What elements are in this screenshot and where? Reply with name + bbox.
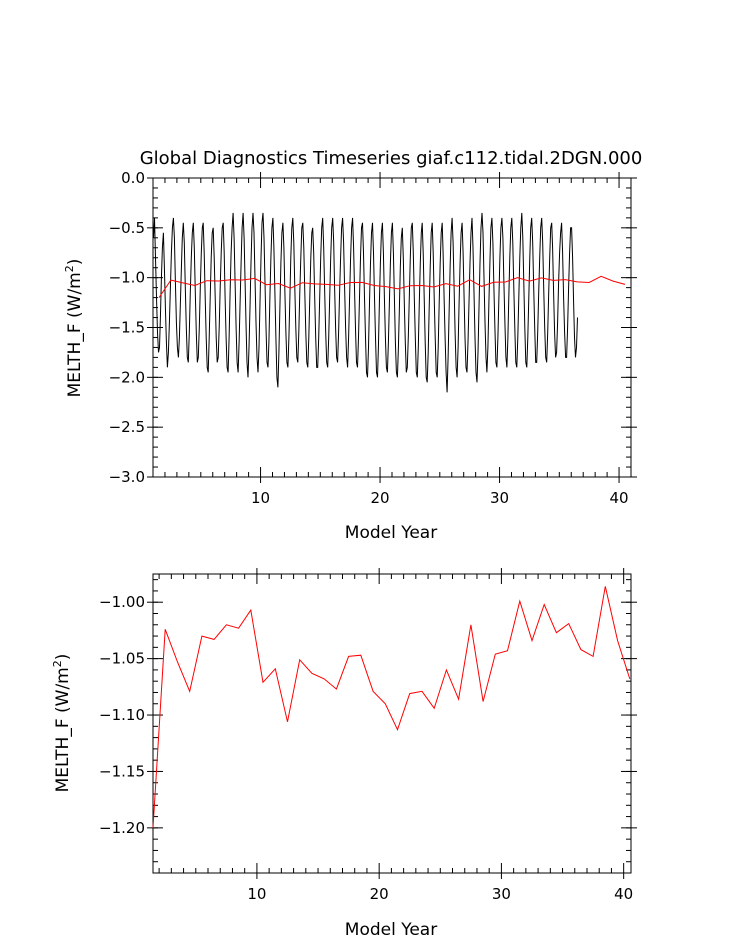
bottom-y-axis-title: MELTH_F (W/m2) xyxy=(51,654,73,793)
bottom-axis-ticks xyxy=(147,568,637,879)
bottom-series xyxy=(152,586,631,828)
bottom-y-tick-labels: −1.00 −1.05 −1.10 −1.15 −1.20 xyxy=(99,593,145,837)
top-x-tick-labels: 10 20 30 40 xyxy=(251,489,629,507)
chart-title: Global Diagnostics Timeseries giaf.c112.… xyxy=(140,148,643,169)
top-axis-ticks xyxy=(147,172,637,483)
bottom-plot-frame xyxy=(152,573,632,874)
top-panel: Global Diagnostics Timeseries giaf.c112.… xyxy=(63,148,642,543)
bottom-annual-series-line xyxy=(152,586,631,828)
bottom-y-tick-label: −1.05 xyxy=(99,650,145,668)
top-y-tick-label: −0.5 xyxy=(109,219,145,237)
bottom-x-axis-title: Model Year xyxy=(345,920,437,940)
top-x-tick-label: 20 xyxy=(371,489,390,507)
top-y-tick-label: −3.0 xyxy=(109,468,145,486)
top-annual-series-line xyxy=(158,275,626,298)
top-y-axis-title: MELTH_F (W/m2) xyxy=(63,259,85,398)
top-y-tick-label: −1.5 xyxy=(109,319,145,337)
bottom-panel: −1.00 −1.05 −1.10 −1.15 −1.20 10 20 30 40 Model… xyxy=(51,568,637,940)
bottom-x-tick-label: 20 xyxy=(370,885,389,903)
top-x-tick-label: 40 xyxy=(610,489,629,507)
top-y-tick-label: 0.0 xyxy=(121,169,145,187)
bottom-y-tick-label: −1.10 xyxy=(99,706,145,724)
bottom-x-tick-label: 10 xyxy=(247,885,266,903)
bottom-x-tick-label: 30 xyxy=(492,885,511,903)
bottom-y-tick-label: −1.15 xyxy=(99,762,145,780)
top-x-tick-label: 10 xyxy=(251,489,270,507)
top-y-tick-label: −2.5 xyxy=(109,418,145,436)
top-monthly-series-line xyxy=(153,212,578,393)
top-y-tick-label: −1.0 xyxy=(109,269,145,287)
bottom-y-tick-label: −1.00 xyxy=(99,593,145,611)
bottom-x-tick-labels: 10 20 30 40 xyxy=(247,885,633,903)
top-series xyxy=(153,212,626,393)
bottom-y-tick-label: −1.20 xyxy=(99,819,145,837)
top-x-axis-title: Model Year xyxy=(345,523,437,543)
top-x-tick-label: 30 xyxy=(490,489,509,507)
bottom-x-tick-label: 40 xyxy=(614,885,633,903)
top-y-tick-label: −2.0 xyxy=(109,368,145,386)
top-y-tick-labels: 0.0 −0.5 −1.0 −1.5 −2.0 −2.5 −3.0 xyxy=(109,169,145,486)
